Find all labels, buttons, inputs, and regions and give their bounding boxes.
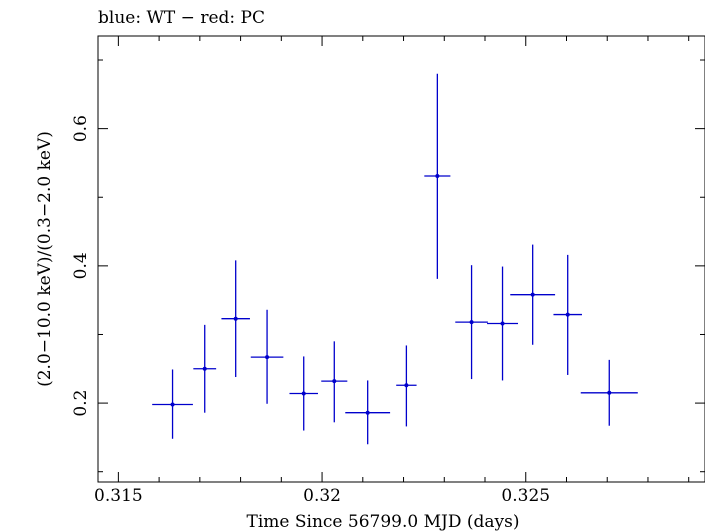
- y-tick-label: 0.2: [71, 390, 91, 417]
- point-marker: [435, 173, 440, 178]
- data-point: [455, 265, 488, 380]
- data-point: [553, 254, 582, 375]
- point-marker: [469, 320, 474, 325]
- x-tick-label: 0.32: [303, 486, 341, 506]
- data-point: [396, 345, 417, 427]
- point-marker: [265, 355, 270, 360]
- data-point: [487, 266, 519, 381]
- data-point: [193, 324, 217, 413]
- data-point: [289, 356, 318, 431]
- point-marker: [233, 316, 238, 321]
- data-point: [321, 341, 348, 423]
- y-tick-label: 0.4: [71, 252, 91, 279]
- data-point: [510, 244, 556, 345]
- chart-title: blue: WT − red: PC: [98, 8, 265, 28]
- data-series: [152, 73, 638, 445]
- y-axis: 0.2 0.4 0.6: [71, 59, 705, 473]
- plot-frame: [97, 35, 705, 483]
- point-marker: [365, 410, 370, 415]
- point-marker: [530, 292, 535, 297]
- data-point: [580, 359, 638, 426]
- point-marker: [170, 402, 175, 407]
- point-marker: [565, 312, 570, 317]
- x-axis: 0.315 0.32 0.325: [94, 36, 690, 506]
- data-point: [424, 73, 451, 279]
- y-axis-label: (2.0−10.0 keV)/(0.3−2.0 keV): [35, 131, 55, 387]
- point-marker: [301, 391, 306, 396]
- point-marker: [500, 321, 505, 326]
- data-point: [152, 369, 193, 439]
- data-point: [221, 260, 250, 378]
- y-tick-label: 0.6: [71, 115, 91, 142]
- point-marker: [202, 366, 207, 371]
- x-tick-label: 0.315: [94, 486, 143, 506]
- x-axis-label: Time Since 56799.0 MJD (days): [247, 512, 520, 532]
- data-point: [250, 309, 284, 404]
- x-tick-label: 0.325: [501, 486, 550, 506]
- point-marker: [404, 383, 409, 388]
- point-marker: [332, 379, 337, 384]
- data-point: [345, 380, 391, 445]
- point-marker: [607, 390, 612, 395]
